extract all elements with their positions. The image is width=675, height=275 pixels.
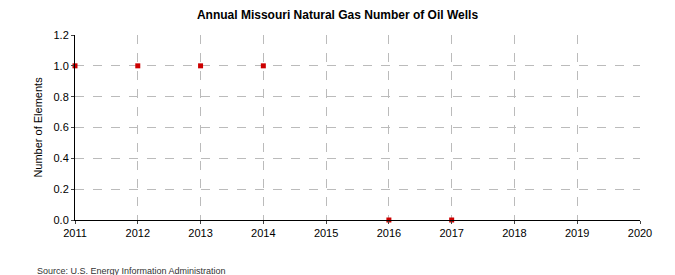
svg-text:2014: 2014 [251,227,275,239]
svg-text:2012: 2012 [126,227,150,239]
svg-text:2017: 2017 [439,227,463,239]
svg-text:0.8: 0.8 [54,91,69,103]
svg-text:1.2: 1.2 [54,29,69,41]
svg-text:0.2: 0.2 [54,183,69,195]
svg-text:2011: 2011 [63,227,87,239]
svg-text:0.0: 0.0 [54,214,69,226]
svg-text:2013: 2013 [188,227,212,239]
svg-text:0.6: 0.6 [54,121,69,133]
svg-text:Number of Elements: Number of Elements [32,77,44,178]
svg-text:1.0: 1.0 [54,60,69,72]
svg-text:2016: 2016 [377,227,401,239]
svg-text:2018: 2018 [502,227,526,239]
svg-text:2019: 2019 [565,227,589,239]
svg-text:0.4: 0.4 [54,152,69,164]
svg-text:2015: 2015 [314,227,338,239]
svg-text:Source: U.S. Energy Informatio: Source: U.S. Energy Information Administ… [37,266,226,275]
svg-text:2020: 2020 [628,227,652,239]
svg-text:Annual Missouri Natural Gas Nu: Annual Missouri Natural Gas Number of Oi… [197,8,478,22]
